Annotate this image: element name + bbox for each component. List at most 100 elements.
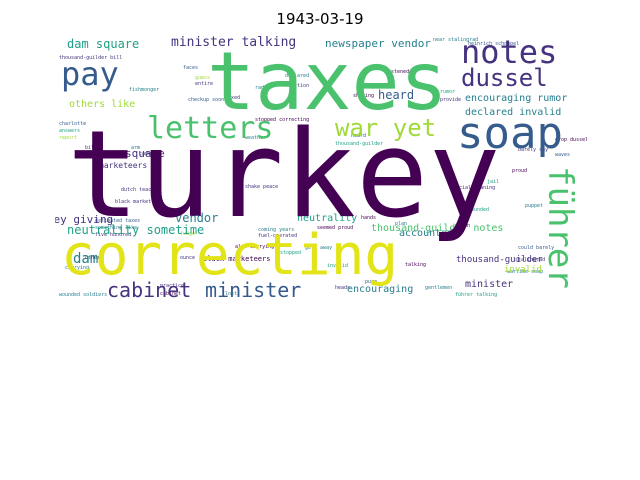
word: fuel-operated	[258, 233, 298, 239]
word: near stalingrad	[433, 37, 479, 43]
word: thousand-guilder	[335, 141, 384, 147]
word: dutch teacher	[121, 187, 161, 193]
word: pay	[61, 55, 119, 93]
word: gets away	[305, 245, 333, 251]
word: also carrying	[235, 244, 275, 250]
word: heard	[351, 133, 367, 139]
word: waves	[555, 152, 571, 158]
word: drop dussel	[555, 137, 587, 143]
word: plan	[395, 221, 408, 227]
word: checkup soon	[188, 97, 225, 103]
word: weather	[245, 135, 267, 141]
word: charlotte	[59, 121, 87, 127]
word: ounce	[180, 255, 196, 261]
word: fudge	[180, 231, 196, 237]
word: war yet	[335, 114, 437, 142]
word: shake peace	[245, 184, 279, 190]
word: talking	[405, 262, 427, 268]
word: answers	[59, 128, 81, 134]
word: führer talking	[455, 292, 498, 298]
word: encouraging	[347, 284, 414, 295]
word: letters	[147, 111, 274, 146]
word: neutrality	[297, 213, 358, 224]
word: black market	[115, 199, 152, 205]
word: rumor	[440, 89, 456, 95]
word: puppet	[525, 203, 544, 209]
word: soap	[457, 108, 563, 159]
word: accounted	[399, 228, 454, 239]
word: faces	[183, 65, 199, 71]
word: others like	[69, 99, 136, 110]
word: turkey giving	[55, 213, 114, 226]
word: wounded soldiers	[59, 292, 108, 298]
word: bill	[85, 145, 98, 151]
word: five hundred	[95, 232, 132, 238]
word: fishmonger	[129, 87, 160, 93]
word: came	[139, 151, 152, 157]
word: dam	[73, 251, 99, 267]
word: could barely	[518, 245, 555, 251]
word: invalid	[327, 263, 349, 269]
word: provide	[440, 97, 462, 103]
word: fraction	[285, 83, 310, 89]
word: stalingrad	[515, 257, 546, 263]
word: lost	[225, 291, 238, 297]
word: stopped	[280, 250, 302, 256]
word: pure	[365, 279, 378, 285]
word: something like	[95, 225, 138, 231]
word: declared	[285, 73, 310, 79]
word: minister	[465, 279, 514, 290]
word: heads	[335, 285, 351, 291]
word: wartime soap	[507, 269, 544, 275]
word: vendor	[175, 211, 219, 225]
word: coming years	[258, 227, 295, 233]
word: thousand-guilder bill	[59, 55, 123, 61]
word: wounded	[468, 207, 490, 213]
word: marketeers	[99, 161, 148, 170]
word: führer	[540, 166, 580, 289]
word: jail	[487, 179, 500, 185]
word: encouraging rumor	[465, 93, 568, 104]
word: barely say	[518, 147, 549, 153]
word: report	[59, 135, 78, 141]
word: cabinet	[107, 278, 192, 302]
word: heard	[378, 88, 415, 102]
word: neutrality sometime	[67, 223, 205, 237]
word: heinrich schoppel	[468, 41, 520, 47]
word: shaking	[353, 93, 375, 99]
word-cloud: heinrich schoppel near stalingrad thousa…	[55, 36, 587, 302]
word: practice	[160, 283, 185, 289]
word: taxes	[207, 36, 448, 128]
word: gentlemen	[425, 285, 453, 291]
word: thousand-guilder notes	[371, 223, 504, 234]
chart-title: 1943-03-19	[276, 10, 364, 28]
word: thousand-guilder	[456, 255, 543, 265]
word: guess	[195, 75, 211, 81]
word: square	[125, 147, 165, 160]
word: special meaning	[450, 185, 496, 191]
word: others	[85, 255, 104, 261]
word: correcting	[61, 223, 399, 288]
word: proud	[512, 168, 528, 174]
word: fixed	[225, 95, 241, 101]
word: declared invalid	[465, 107, 562, 118]
word: stopped correcting	[255, 117, 310, 123]
word: hands	[361, 215, 377, 221]
word: minister talking	[171, 36, 297, 50]
word: listened	[385, 69, 410, 75]
word: notes	[461, 36, 558, 71]
word: dussel	[461, 64, 548, 92]
word: estimated taxes	[95, 218, 141, 224]
word: minister	[205, 278, 302, 302]
word: newspaper vendor	[325, 37, 431, 50]
word: seemed proud	[317, 225, 354, 231]
word: dam square	[67, 37, 140, 51]
word: entire	[195, 81, 214, 87]
word: given	[455, 223, 471, 229]
word: carrying	[65, 265, 90, 271]
word: cabinet	[160, 291, 182, 297]
word: black marketeers	[203, 255, 271, 263]
word: invalid	[504, 265, 542, 275]
word: turkey	[67, 106, 501, 245]
word: arm	[131, 145, 141, 151]
